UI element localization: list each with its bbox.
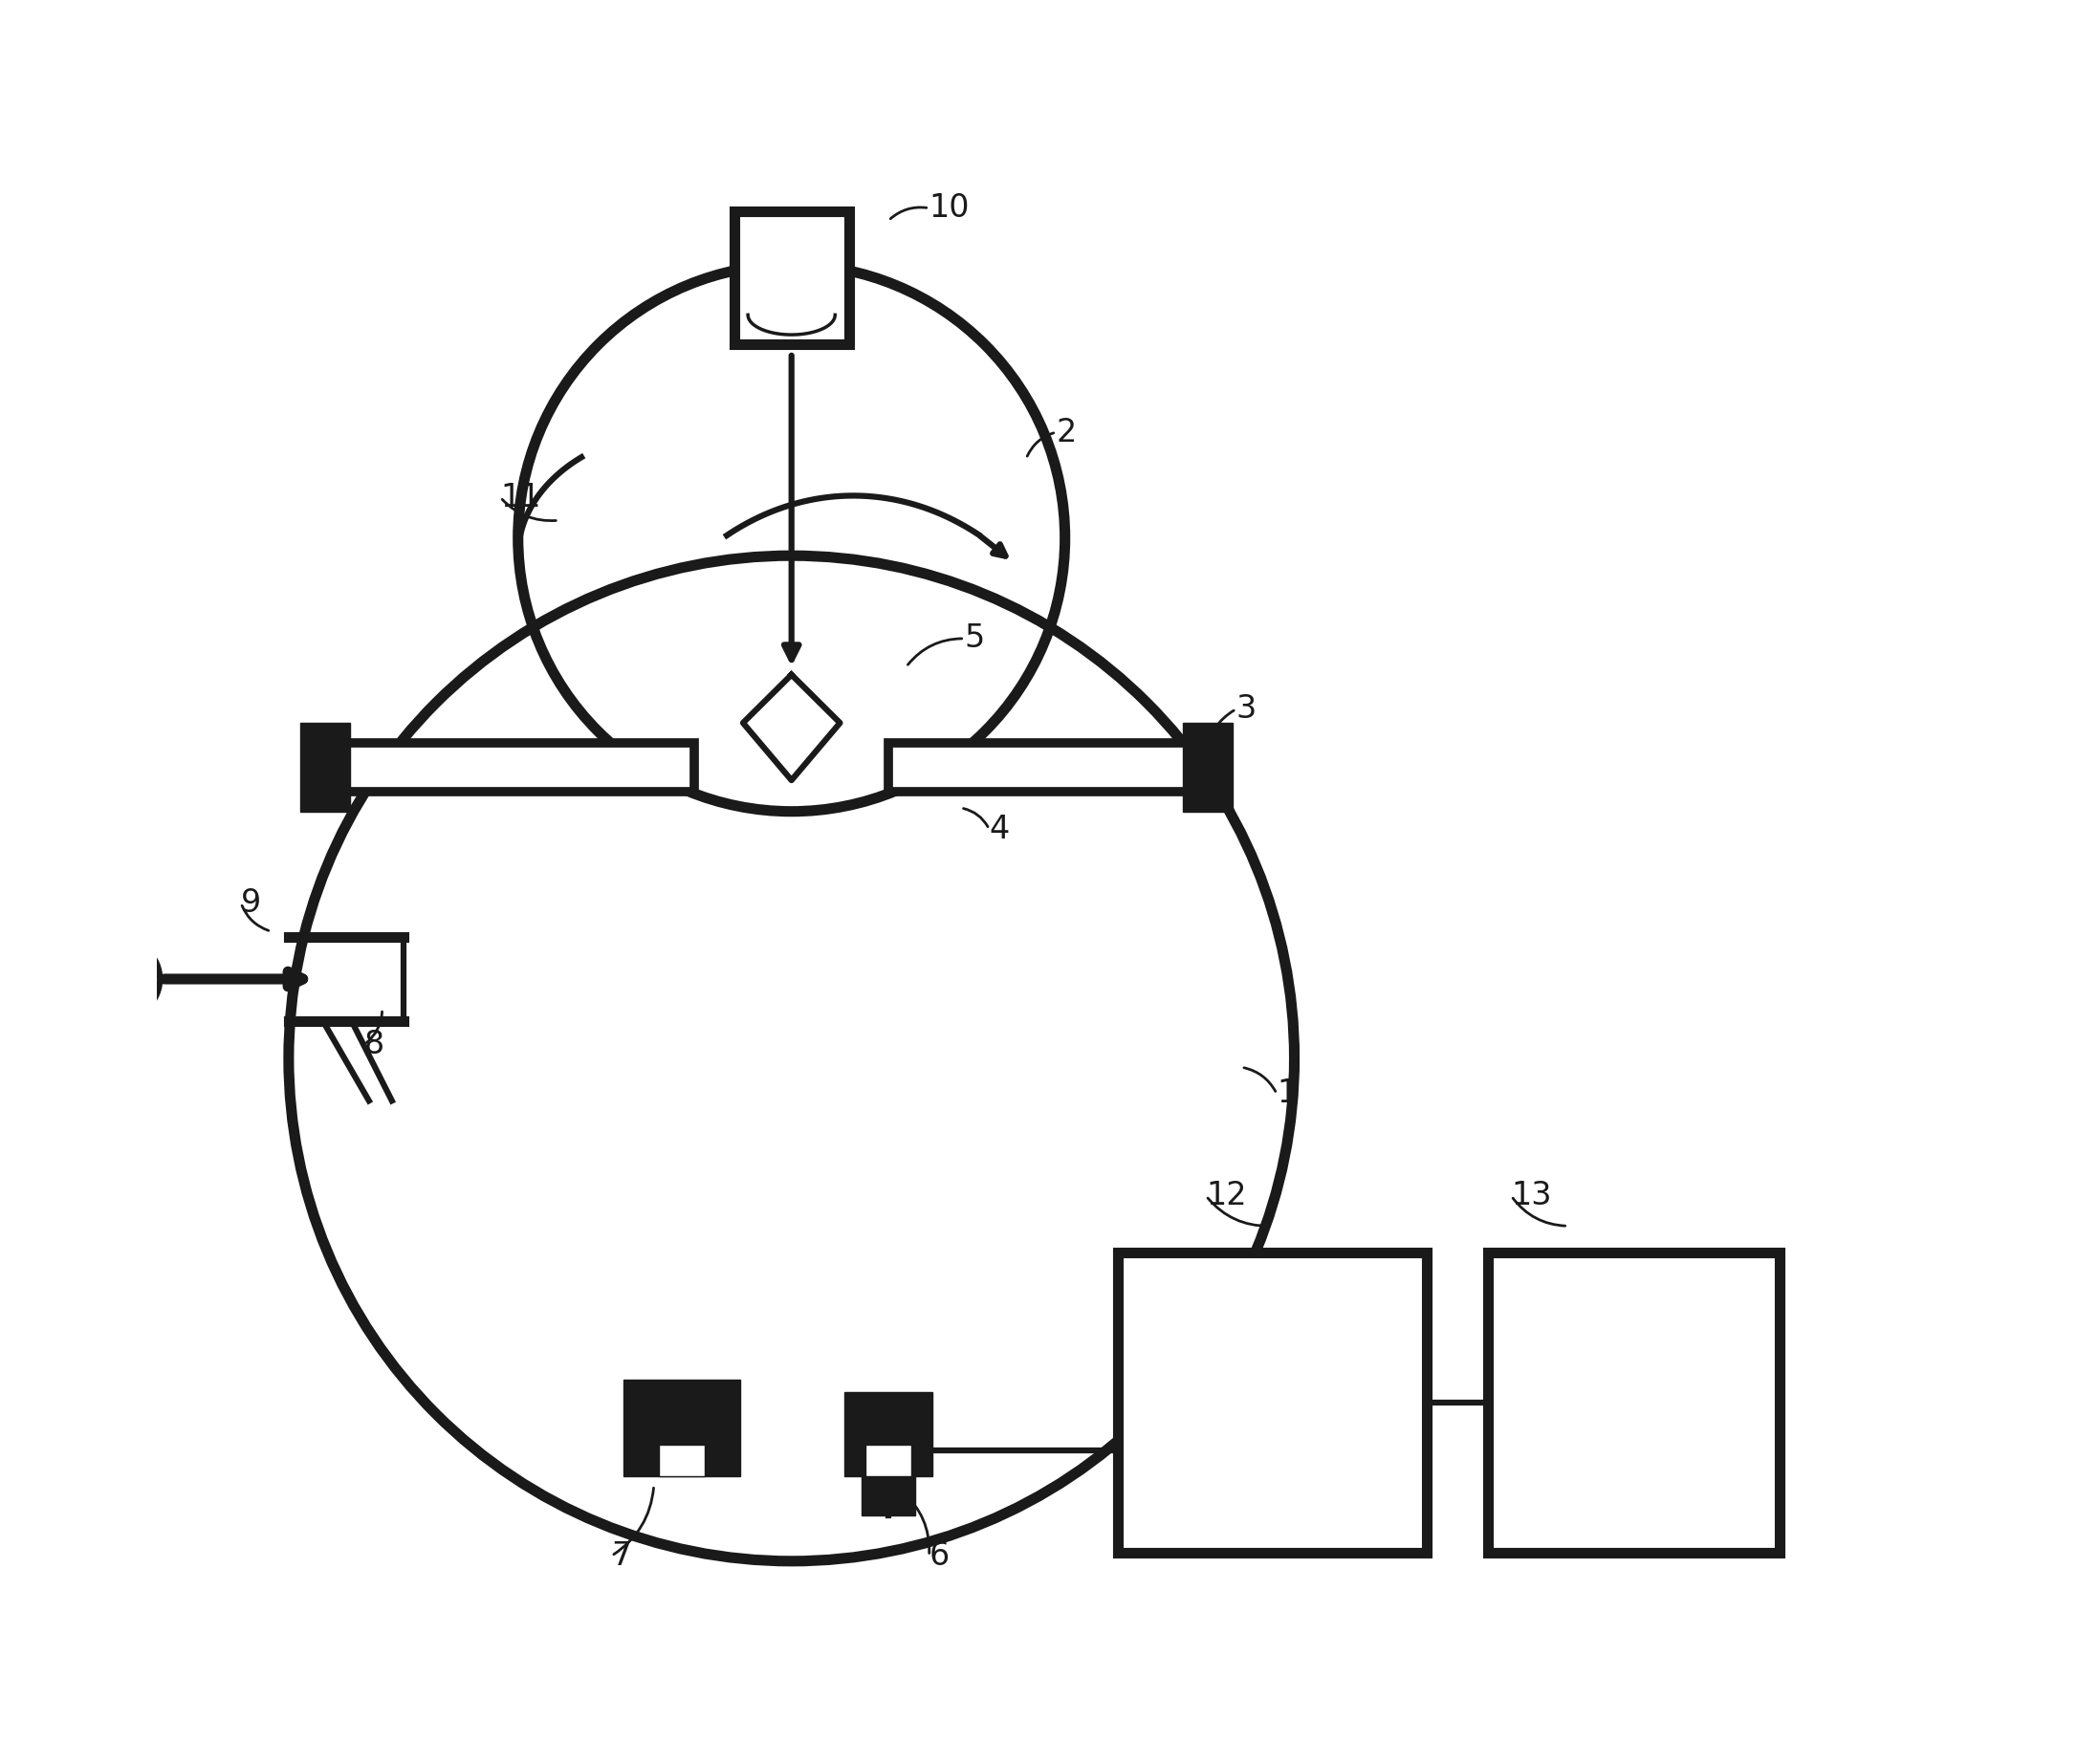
Text: 10: 10 (928, 192, 970, 224)
Bar (889, 743, 1215, 792)
Text: 2: 2 (1055, 416, 1076, 448)
Bar (866, 1445, 912, 1476)
Text: 13: 13 (1512, 1180, 1552, 1212)
Bar (301, 723, 349, 811)
Text: 5: 5 (964, 623, 984, 654)
Text: 3: 3 (1236, 693, 1257, 725)
Bar (733, 212, 849, 344)
Text: 6: 6 (928, 1540, 949, 1572)
Bar (60, 930, 147, 1028)
Bar (1182, 723, 1232, 811)
Bar (1489, 1252, 1780, 1552)
Bar (862, 1471, 916, 1515)
Text: 1: 1 (1277, 1078, 1296, 1110)
Text: 7: 7 (611, 1540, 631, 1572)
Bar (658, 1445, 704, 1476)
Bar (1117, 1252, 1427, 1552)
Bar (316, 743, 694, 792)
Bar (623, 1379, 739, 1476)
Text: 8: 8 (366, 1028, 384, 1060)
Text: 12: 12 (1207, 1180, 1246, 1212)
Text: 11: 11 (501, 482, 540, 513)
Text: 9: 9 (241, 887, 262, 919)
Bar (845, 1392, 933, 1476)
Text: 4: 4 (989, 813, 1009, 845)
Circle shape (83, 940, 160, 1018)
